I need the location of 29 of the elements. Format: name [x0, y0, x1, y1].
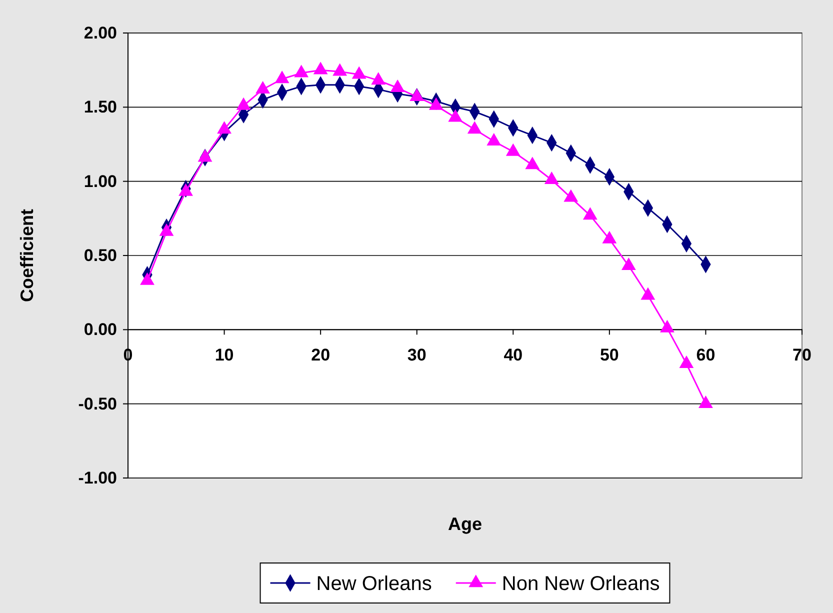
point — [159, 223, 174, 236]
x-tick-label: 50 — [600, 346, 619, 365]
y-tick-label: 0.50 — [84, 246, 117, 265]
y-tick-label: 1.00 — [84, 172, 117, 191]
y-axis-title: Coefficient — [17, 208, 37, 302]
point — [640, 287, 656, 300]
x-axis-title: Age — [448, 514, 482, 534]
point — [698, 396, 713, 408]
x-tick-label: 20 — [311, 346, 330, 365]
x-tick-label: 70 — [792, 346, 812, 365]
legend-label: Non New Orleans — [502, 573, 660, 595]
point — [679, 355, 694, 368]
point — [602, 230, 617, 244]
y-tick-label: 1.50 — [84, 98, 117, 117]
y-tick-label: -0.50 — [78, 394, 117, 414]
point — [544, 172, 559, 184]
point — [140, 272, 154, 285]
y-tick-label: -1.00 — [78, 468, 117, 488]
point — [621, 258, 636, 270]
x-tick-label: 40 — [504, 346, 523, 365]
x-tick-label: 60 — [696, 346, 716, 365]
y-tick-label: 0.00 — [84, 320, 117, 340]
x-tick-label: 10 — [214, 346, 234, 365]
x-tick-label: 30 — [407, 346, 426, 365]
legend-label: New Orleans — [316, 573, 432, 595]
y-tick-label: 2.00 — [84, 23, 117, 42]
point — [564, 189, 578, 202]
point — [582, 207, 598, 220]
point — [660, 320, 674, 332]
